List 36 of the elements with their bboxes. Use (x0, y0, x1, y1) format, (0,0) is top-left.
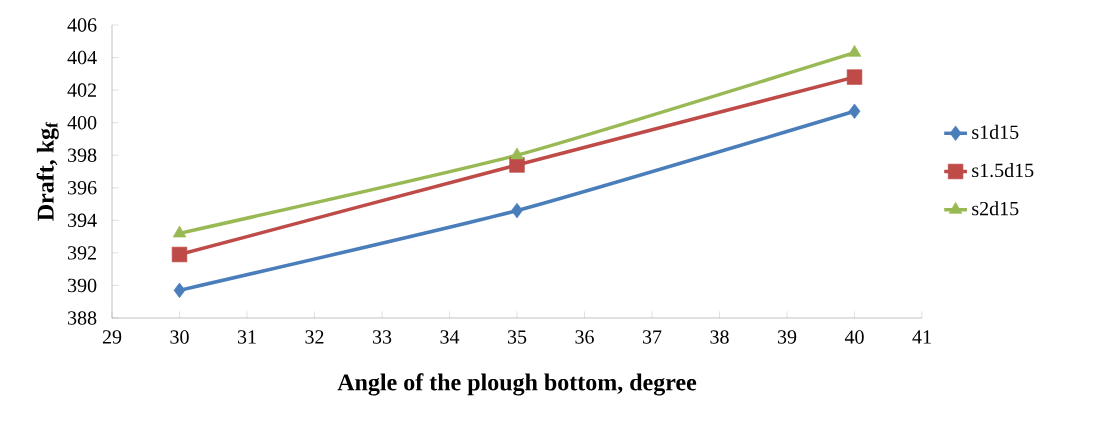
point (511, 202, 523, 219)
y-tick-label: 398 (68, 148, 97, 162)
y-tick-label: 406 (67, 18, 97, 32)
x-tick-label: 36 (575, 330, 594, 344)
point (171, 246, 188, 263)
x-tick-label: 40 (844, 330, 864, 344)
point (848, 103, 861, 119)
x-tick-label: 35 (507, 330, 527, 344)
y-tick-label: 404 (67, 50, 97, 65)
legend-label: s2d15 (972, 201, 1019, 216)
y-tick-label: 388 (68, 311, 97, 325)
point (846, 69, 863, 85)
x-tick-label: 31 (237, 330, 256, 344)
y-tick-label: 402 (67, 83, 96, 97)
x-tick-label: 37 (642, 330, 662, 344)
x-axis-title: Angle of the plough bottom, degree (337, 373, 697, 396)
x-tick-label: 33 (372, 330, 392, 344)
x-tick-label: 39 (777, 330, 797, 344)
x-tick-label: 30 (170, 330, 189, 344)
point (172, 225, 187, 238)
y-tick-label: 392 (68, 246, 96, 260)
legend-label: s1d15 (972, 124, 1019, 139)
y-tick-label: 400 (67, 115, 97, 130)
x-tick-label: 38 (710, 330, 729, 344)
y-tick-label: 396 (68, 181, 97, 195)
x-tick-label: 29 (102, 330, 122, 344)
point (847, 44, 862, 57)
point (510, 147, 524, 160)
y-tick-label: 394 (68, 213, 97, 228)
y-tick-label: 390 (68, 278, 97, 293)
point (173, 282, 186, 298)
legend-label: s1.5d15 (972, 163, 1034, 178)
y-axis-title: Draft, kg$_{f}$ (36, 122, 59, 221)
x-tick-label: 41 (912, 330, 931, 344)
x-tick-label: 34 (440, 330, 460, 344)
x-tick-label: 32 (305, 330, 324, 344)
